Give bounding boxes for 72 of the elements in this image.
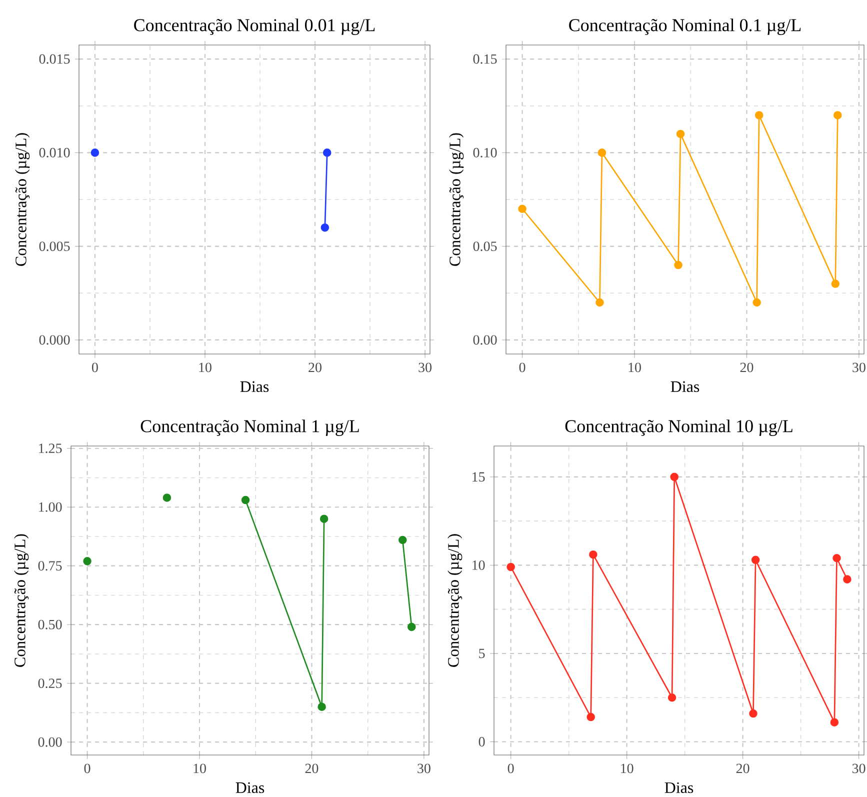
- point: [668, 693, 676, 702]
- point: [241, 496, 250, 504]
- y-tick-label: 0.000: [39, 335, 70, 345]
- y-tick-label: 0.15: [473, 54, 497, 64]
- point: [589, 550, 598, 559]
- y-tick-label: 0.25: [38, 678, 62, 688]
- y-tick-label: 0.10: [473, 148, 497, 158]
- y-tick-label: 0.00: [38, 737, 62, 747]
- point: [830, 718, 839, 726]
- x-axis-title: Dias: [240, 381, 269, 392]
- y-tick-label: 0.05: [473, 242, 497, 252]
- point: [398, 536, 407, 544]
- y-tick-label: 0.75: [38, 561, 62, 571]
- y-tick-label: 0.015: [39, 54, 70, 64]
- x-tick-label: 0: [519, 362, 526, 372]
- x-tick-label: 30: [418, 764, 430, 774]
- x-axis-title: Dias: [670, 381, 700, 392]
- point: [320, 514, 328, 523]
- x-tick-label: 20: [305, 764, 318, 774]
- point: [832, 554, 841, 562]
- chart-title: Concentração Nominal 1 µg/L: [140, 420, 359, 436]
- point: [506, 562, 515, 572]
- x-tick-label: 10: [628, 362, 641, 372]
- y-tick-label: 0.010: [39, 148, 70, 158]
- y-axis-title: Concentração (µg/L): [448, 534, 462, 667]
- y-axis-title: Concentração (µg/L): [14, 534, 29, 667]
- x-tick-label: 0: [508, 764, 514, 774]
- y-tick-label: 0.00: [473, 335, 497, 345]
- point: [407, 622, 416, 632]
- chart-title: Concentração Nominal 0.1 µg/L: [569, 18, 801, 35]
- y-axis-title: Concentração (µg/L): [449, 133, 464, 266]
- point: [843, 575, 852, 584]
- y-tick-label: 15: [472, 472, 485, 482]
- chart-title: Concentração Nominal 0.01 µg/L: [134, 18, 375, 35]
- x-tick-label: 0: [92, 362, 98, 372]
- x-tick-label: 20: [740, 362, 754, 372]
- x-tick-label: 20: [736, 764, 750, 774]
- point: [162, 494, 172, 502]
- y-tick-label: 10: [472, 560, 485, 570]
- point: [318, 702, 326, 711]
- point: [596, 298, 604, 307]
- x-axis-title: Dias: [236, 782, 264, 794]
- point: [674, 260, 682, 270]
- point: [752, 298, 761, 307]
- point: [831, 280, 840, 288]
- point: [754, 111, 764, 120]
- point: [833, 111, 842, 120]
- x-axis-title: Dias: [664, 782, 694, 794]
- x-tick-label: 10: [194, 764, 206, 774]
- point: [751, 556, 760, 564]
- point: [676, 130, 685, 138]
- x-tick-label: 10: [621, 764, 634, 774]
- point: [670, 472, 679, 482]
- x-tick-label: 20: [308, 362, 322, 372]
- x-tick-label: 10: [199, 362, 212, 372]
- point: [83, 557, 92, 566]
- point: [586, 712, 595, 722]
- y-tick-label: 0.50: [38, 620, 62, 630]
- x-tick-label: 30: [852, 362, 866, 372]
- point: [598, 148, 606, 157]
- y-axis-title: Concentração (µg/L): [15, 133, 30, 266]
- point: [518, 204, 526, 214]
- x-tick-label: 30: [418, 362, 432, 372]
- x-tick-label: 30: [852, 764, 866, 774]
- chart-title: Concentração Nominal 10 µg/L: [565, 420, 792, 436]
- y-tick-label: 0: [478, 737, 485, 746]
- y-tick-label: 5: [479, 648, 485, 658]
- y-tick-label: 1.25: [39, 444, 62, 454]
- x-tick-label: 0: [84, 764, 90, 774]
- y-tick-label: 1.00: [39, 502, 62, 512]
- y-tick-label: 0.005: [39, 242, 70, 252]
- point: [749, 709, 758, 718]
